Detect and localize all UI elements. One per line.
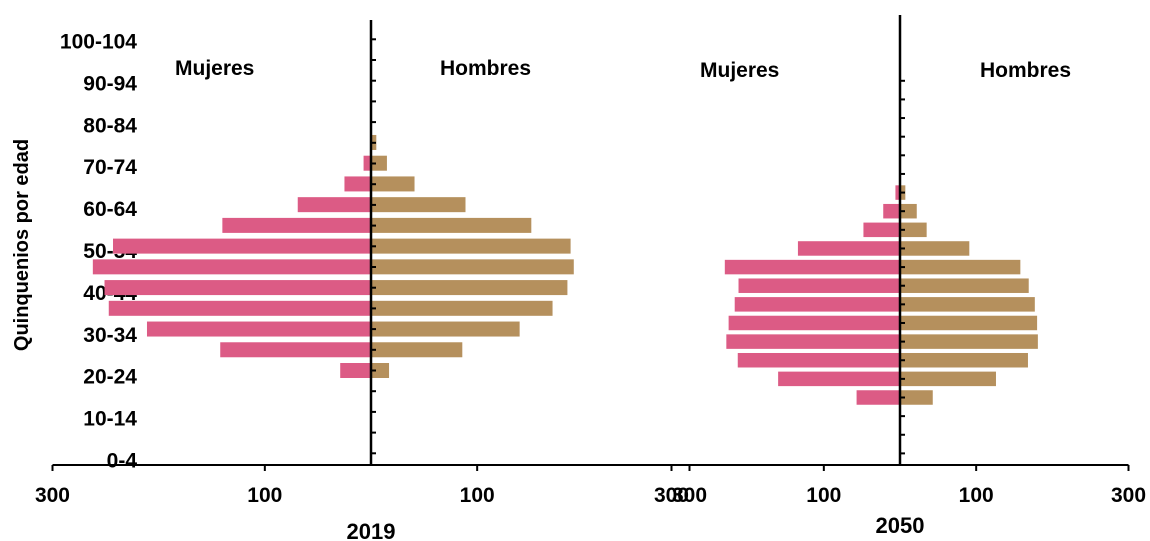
bar-mujeres-45-49 <box>92 259 372 275</box>
bar-mujeres-55-59 <box>222 217 371 233</box>
bar-hombres-15-19 <box>900 390 933 405</box>
bar-mujeres-35-39 <box>108 300 371 316</box>
bar-hombres-45-49 <box>900 278 1029 293</box>
mujeres-label-2050: Mujeres <box>700 59 779 82</box>
bars-2050 <box>724 185 1038 405</box>
age-tick-label: 100-104 <box>60 31 137 54</box>
x-tick-label: 300 <box>672 484 707 507</box>
x-tick-label: 300 <box>35 484 70 507</box>
bar-mujeres-55-59 <box>797 241 900 256</box>
bar-hombres-40-44 <box>371 280 568 296</box>
bar-hombres-50-54 <box>900 259 1021 275</box>
x-tick-label: 100 <box>247 484 282 507</box>
bar-hombres-65-69 <box>371 176 415 192</box>
axes-2019 <box>51 20 691 471</box>
bar-mujeres-40-44 <box>734 297 900 312</box>
bar-hombres-30-34 <box>371 321 520 337</box>
bar-mujeres-70-74 <box>895 185 900 200</box>
pyramid-2019: 300 100 100 300 Mujeres Hombres 2019 <box>35 20 707 541</box>
bar-mujeres-60-64 <box>863 222 900 238</box>
x-tick-label: 100 <box>460 484 495 507</box>
age-tick-label: 0-4 <box>107 450 138 473</box>
bar-mujeres-50-54 <box>724 259 900 275</box>
x-tick-label: 300 <box>654 484 689 507</box>
x-tick-label: 300 <box>1111 484 1146 507</box>
mujeres-label-2019: Mujeres <box>175 57 254 80</box>
age-tick-label: 10-14 <box>83 408 137 431</box>
age-tick-label: 90-94 <box>83 72 137 95</box>
age-tick-label: 70-74 <box>83 156 137 179</box>
age-tick-label: 20-24 <box>83 366 137 389</box>
bar-mujeres-70-74 <box>363 155 371 171</box>
bar-hombres-65-69 <box>900 203 917 219</box>
bar-mujeres-65-69 <box>883 203 900 219</box>
year-label-2019: 2019 <box>347 519 396 541</box>
age-tick-labels: 0-410-1420-2430-3440-4450-5460-6470-7480… <box>60 31 137 473</box>
bar-mujeres-50-54 <box>113 238 371 254</box>
bar-hombres-60-64 <box>900 222 927 238</box>
bar-mujeres-45-49 <box>738 278 900 293</box>
bar-hombres-35-39 <box>371 300 553 316</box>
bar-mujeres-20-24 <box>778 371 900 387</box>
bar-hombres-25-29 <box>371 342 463 358</box>
bar-mujeres-30-34 <box>726 334 900 349</box>
bar-hombres-35-39 <box>900 315 1038 331</box>
bar-hombres-60-64 <box>371 197 466 213</box>
bar-mujeres-60-64 <box>297 197 371 213</box>
bar-hombres-45-49 <box>371 259 574 275</box>
bar-hombres-70-74 <box>371 155 387 171</box>
bar-hombres-50-54 <box>371 238 571 254</box>
age-tick-label: 80-84 <box>83 114 137 137</box>
pyramid-2050: 300 100 100 300 Mujeres Hombres 2050 <box>654 15 1146 538</box>
bar-mujeres-35-39 <box>728 315 900 331</box>
y-axis-label: Quinquenios por edad <box>11 139 33 351</box>
bar-mujeres-25-29 <box>220 342 371 358</box>
x-tick-label: 100 <box>806 484 841 507</box>
age-tick-label: 60-64 <box>83 198 137 221</box>
x-tick-labels-2019: 300 100 100 300 <box>35 484 707 507</box>
bar-hombres-40-44 <box>900 297 1035 312</box>
bar-mujeres-15-19 <box>856 390 900 405</box>
bar-hombres-55-59 <box>900 241 970 256</box>
bar-mujeres-40-44 <box>104 280 371 296</box>
bar-mujeres-30-34 <box>146 321 371 337</box>
bar-mujeres-25-29 <box>737 352 900 368</box>
bars-2019 <box>92 134 574 378</box>
bar-hombres-30-34 <box>900 334 1038 349</box>
bar-hombres-25-29 <box>900 352 1028 368</box>
hombres-label-2019: Hombres <box>440 57 531 80</box>
bar-mujeres-20-24 <box>340 363 371 378</box>
year-label-2050: 2050 <box>876 513 925 538</box>
bar-hombres-20-24 <box>900 371 996 387</box>
bar-hombres-20-24 <box>371 363 390 378</box>
hombres-label-2050: Hombres <box>980 59 1071 82</box>
x-tick-labels-2050: 300 100 100 300 <box>654 484 1146 507</box>
bar-hombres-55-59 <box>371 217 532 233</box>
age-tick-label: 30-34 <box>83 324 137 347</box>
bar-mujeres-65-69 <box>344 176 371 192</box>
axes-2050 <box>670 15 1130 471</box>
x-tick-label: 100 <box>959 484 994 507</box>
